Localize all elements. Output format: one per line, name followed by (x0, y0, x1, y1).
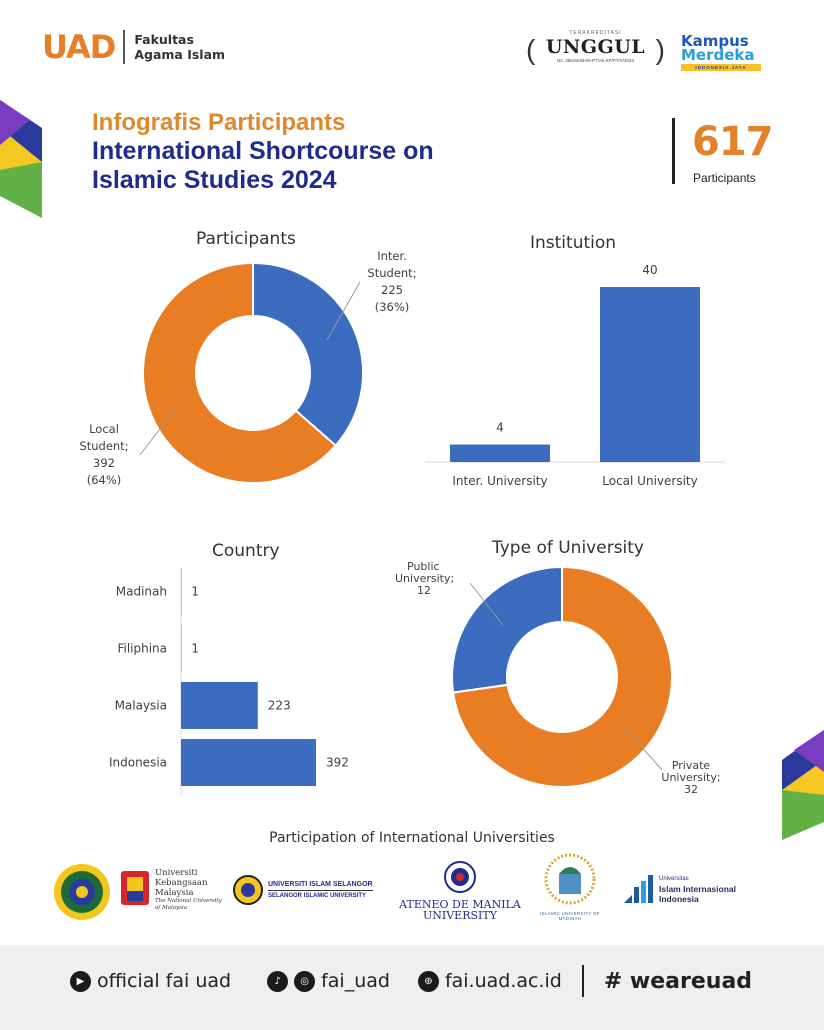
madinah-logo: ISLAMIC UNIVERSITY OF MADINAH (530, 852, 610, 921)
footer-social-row: ▶ official fai uad ♪ ◎ fai_uad ⊕ fai.uad… (70, 965, 752, 997)
hashtag: # weareuad (603, 968, 753, 994)
leader-line-public (469, 582, 504, 626)
social-handle[interactable]: fai_uad (321, 970, 390, 992)
tick-label-madinah: Madinah (116, 585, 167, 599)
institution-bar-chart: 4 Inter. University 40 Local University (425, 263, 725, 488)
data-label-local-student: Local Student; 392 (64%) (79, 422, 129, 487)
left-decoration (0, 100, 42, 218)
faculty-line2: Agama Islam (134, 47, 226, 62)
accreditation-title: UNGGUL (545, 36, 646, 58)
logo-divider (123, 30, 126, 64)
participants-chart-title: Participants (196, 229, 296, 249)
infographic-subtitle: Infografis Participants (92, 109, 346, 136)
infographic-title: International Shortcourse on Islamic Stu… (92, 137, 434, 194)
data-label-private-university: Private University; 32 (661, 759, 721, 796)
university-type-chart-title: Type of University (492, 538, 644, 558)
university-type-donut-chart (451, 565, 673, 788)
uad-fai-logo: UAD Fakultas Agama Islam (42, 28, 225, 66)
uiii-logo: Universitas Islam Internasional Indonesi… (622, 873, 736, 905)
tick-label-malaysia: Malaysia (115, 699, 167, 713)
data-label-public-university: Public University; 12 (395, 560, 455, 597)
bar-local-university (600, 287, 700, 462)
total-participants-label: Participants (693, 171, 756, 185)
madinah-emblem-icon (544, 853, 596, 905)
ukm-logo: Universiti Kebangsaan Malaysia The Natio… (118, 868, 222, 912)
youtube-handle[interactable]: official fai uad (97, 970, 232, 992)
bar-malaysia (181, 682, 258, 729)
kampus-line2: Merdeka (681, 46, 755, 64)
faculty-name: Fakultas Agama Islam (134, 32, 225, 62)
youtube-icon: ▶ (70, 970, 91, 992)
tick-label-local-university: Local University (602, 474, 697, 488)
leader-line-private (624, 727, 663, 771)
selangor-crest-icon (233, 875, 263, 905)
uad-seal-logo (54, 864, 110, 920)
ukm-crest-icon (121, 871, 149, 905)
tiktok-icon: ♪ (267, 970, 289, 992)
tick-label-indonesia: Indonesia (109, 756, 167, 770)
tick-label-inter-university: Inter. University (452, 474, 547, 488)
data-label-malaysia: 223 (268, 699, 291, 713)
country-chart-title: Country (212, 541, 280, 561)
total-participants-number: 617 (692, 119, 773, 165)
laurel-left-icon: ( (526, 34, 536, 65)
tick-label-filiphina: Filiphina (117, 642, 167, 656)
data-label-indonesia: 392 (326, 756, 349, 770)
donut-slice-local-student (142, 261, 338, 484)
website-link[interactable]: fai.uad.ac.id (444, 970, 562, 992)
web-icon: ⊕ (417, 970, 439, 992)
unggul-accreditation-badge: ( ) TERAKREDITASI UNGGUL No. 355/SK/BAN-… (526, 30, 665, 74)
donut-slice-public-university (451, 565, 563, 694)
selangor-logo: UNIVERSITI ISLAM SELANGOR SELANGOR ISLAM… (232, 874, 373, 906)
data-label-inter-university: 4 (496, 421, 504, 435)
donut-slice-private-university (451, 565, 673, 788)
participants-donut-chart (139, 261, 364, 484)
right-decoration (782, 730, 824, 840)
country-bar-chart: Madinah 1 Filiphina 1 Malaysia 223 Indonesia 39… (109, 568, 349, 796)
ateneo-logo: ATENEO DE MANILA UNIVERSITY (398, 860, 522, 921)
bar-indonesia (181, 739, 316, 786)
accreditation-number: No. 355/SK/BAN-PT/Ak.KP/PT/V/2023 (556, 58, 635, 63)
data-label-filiphina: 1 (191, 642, 199, 656)
instagram-icon: ◎ (294, 970, 316, 992)
total-divider (672, 118, 675, 184)
ateneo-seal-icon (444, 861, 476, 893)
laurel-right-icon: ) (655, 34, 665, 65)
kampus-line3: INDONESIA JAYA (681, 64, 761, 71)
institution-chart-title: Institution (530, 233, 617, 253)
bar-inter-university (450, 444, 550, 462)
data-label-local-university: 40 (642, 263, 657, 277)
leader-line-local-student (139, 404, 179, 456)
footer-divider (581, 965, 584, 997)
footer-bar (0, 945, 824, 1030)
partners-title: Participation of International Universit… (269, 830, 555, 846)
uad-logo-text: UAD (42, 28, 116, 66)
kampus-line1: Kampus (681, 32, 749, 50)
uiii-bars-icon (624, 875, 653, 903)
leader-line-inter-student (326, 281, 361, 341)
accreditation-top: TERAKREDITASI (569, 30, 622, 36)
kampus-merdeka-logo: Kampus Merdeka INDONESIA JAYA (681, 34, 761, 71)
donut-slice-inter-student (252, 261, 364, 447)
faculty-line1: Fakultas (134, 32, 194, 47)
data-label-inter-student: Inter. Student; 225 (36%) (367, 249, 417, 314)
data-label-madinah: 1 (191, 585, 199, 599)
